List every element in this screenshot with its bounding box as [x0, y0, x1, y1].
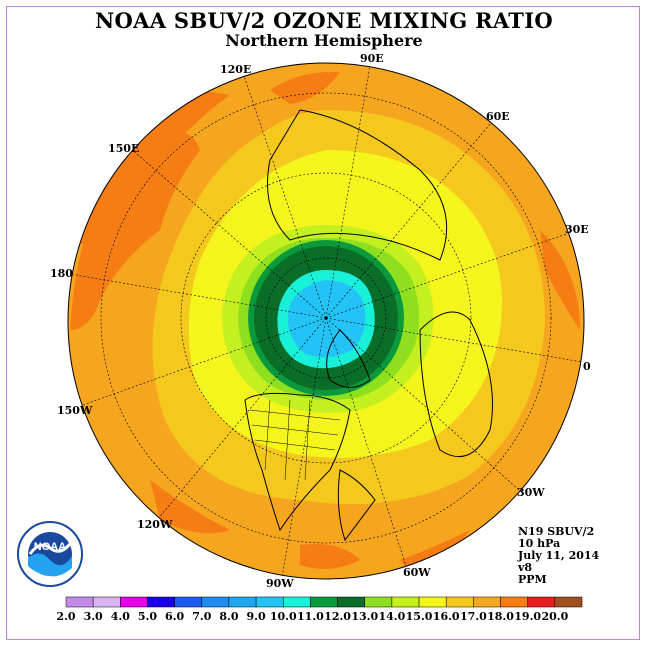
lon-label-90e: 90E [360, 52, 384, 65]
europe-africa-outline [419, 311, 493, 458]
colorbar-label: 12.0 [324, 610, 351, 623]
colorbar-box [554, 596, 583, 608]
colorbar-label: 6.0 [165, 610, 184, 623]
colorbar-box [120, 596, 148, 608]
colorbar-box [147, 596, 175, 608]
north-america-outline [244, 392, 351, 532]
colorbar-label: 4.0 [111, 610, 130, 623]
lon-label-0: 0 [583, 360, 591, 373]
parallels [100, 92, 552, 544]
patch-17-west [70, 132, 200, 330]
lon-label-30w: 30W [517, 486, 545, 499]
patch-17-south [300, 544, 360, 569]
colorbar-box [364, 596, 393, 608]
greenland-outline [326, 329, 371, 388]
lon-label-120w: 120W [137, 518, 173, 531]
lon-label-150e: 150E [108, 142, 139, 155]
colorbar-label: 20.0 [541, 610, 568, 623]
colorbar-box [310, 596, 338, 608]
colorbar-label: 5.0 [138, 610, 157, 623]
colorbar-box [391, 596, 420, 608]
colorbar-label: 16.0 [433, 610, 460, 623]
map-subtitle: Northern Hemisphere [225, 31, 423, 50]
patch-17-northwest [70, 90, 230, 250]
lon-label-120e: 120E [220, 63, 251, 76]
coastlines [244, 109, 493, 542]
asia-outline [267, 109, 448, 261]
info-version: v8 [518, 561, 533, 574]
colorbar-box [65, 596, 94, 608]
colorbar-labels: 2.0 3.0 4.0 5.0 6.0 7.0 8.0 9.0 10.0 11.0 12.0 13.0… [56, 610, 568, 623]
colorbar-label: 14.0 [378, 610, 405, 623]
lon-label-60w: 60W [403, 566, 431, 579]
colorbar-box [418, 596, 447, 608]
info-units: PPM [518, 573, 547, 586]
logo-text: NOAA [34, 541, 66, 553]
colorbar-box [228, 596, 257, 608]
colorbar-label: 13.0 [351, 610, 378, 623]
colorbar-label: 2.0 [56, 610, 75, 623]
colorbar-label: 18.0 [487, 610, 514, 623]
colorbar-label: 7.0 [192, 610, 211, 623]
patch-17-east [540, 230, 580, 330]
colorbar-box [500, 596, 528, 608]
colorbar-label: 3.0 [84, 610, 103, 623]
colorbar-box [473, 596, 501, 608]
lon-label-180: 180 [50, 267, 73, 280]
info-level: 10 hPa [518, 537, 561, 550]
colorbar-box [92, 596, 121, 608]
colorbar-label: 11.0 [297, 610, 324, 623]
colorbar-label: 9.0 [247, 610, 266, 623]
central-america-outline [337, 469, 376, 542]
colorbar-box [445, 596, 474, 608]
info-date: July 11, 2014 [518, 549, 600, 562]
lon-label-60e: 60E [486, 110, 510, 123]
lon-label-150w: 150W [57, 404, 93, 417]
colorbar-box [255, 596, 284, 608]
patch-17-southwest [150, 480, 230, 534]
noaa-logo: NOAA [17, 521, 83, 587]
colorbar-box [174, 596, 203, 608]
patch-17-north [270, 71, 340, 104]
colorbar-label: 10.0 [270, 610, 297, 623]
colorbar-label: 8.0 [219, 610, 238, 623]
colorbar-boxes [65, 596, 583, 608]
colorbar-box [201, 596, 230, 608]
lon-label-90w: 90W [266, 577, 294, 590]
colorbar-box [337, 596, 365, 608]
map-boundary [67, 62, 585, 580]
ozone-field [68, 63, 584, 579]
colorbar-label: 19.0 [514, 610, 541, 623]
product-info: N19 SBUV/2 10 hPa July 11, 2014 v8 PPM [518, 526, 599, 586]
lon-label-30e: 30E [565, 223, 589, 236]
map-title: NOAA SBUV/2 OZONE MIXING RATIO [95, 8, 553, 33]
us-state-lines [249, 399, 341, 481]
colorbar-box [527, 596, 556, 608]
meridians [69, 65, 583, 579]
colorbar-box [283, 596, 311, 608]
colorbar-label: 17.0 [460, 610, 487, 623]
info-satellite: N19 SBUV/2 [518, 525, 595, 538]
colorbar-label: 15.0 [406, 610, 433, 623]
